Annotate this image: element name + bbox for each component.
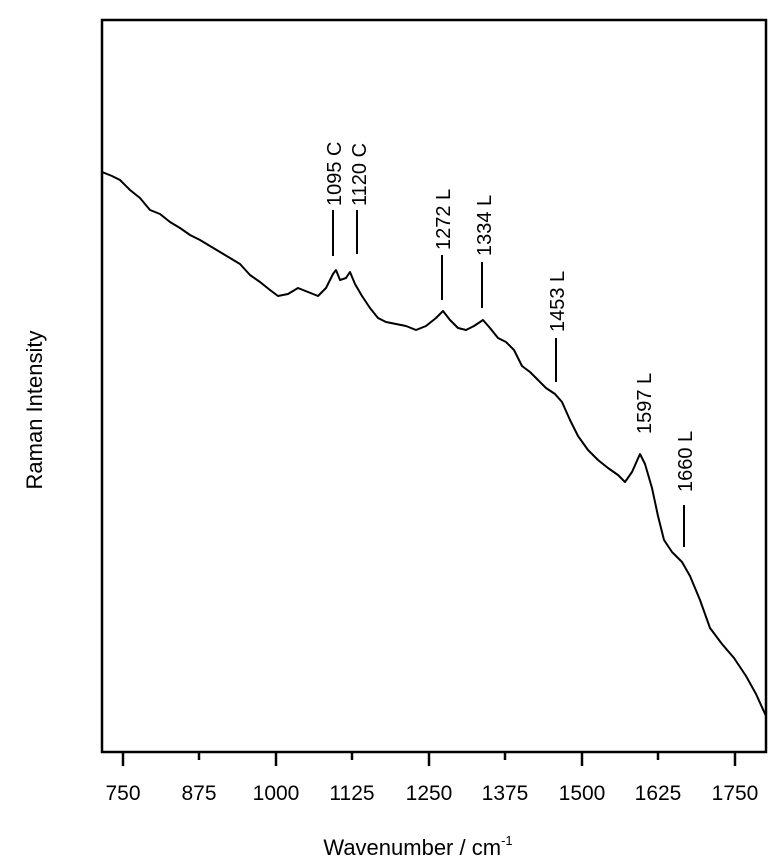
peak-label-1597: 1597 L	[634, 373, 656, 434]
peak-label-1334: 1334 L	[474, 195, 496, 256]
x-axis-ticks	[121, 752, 737, 766]
peak-label-1660: 1660 L	[675, 431, 697, 492]
peak-label-1095: 1095 C	[324, 142, 346, 207]
peak-label-1272: 1272 L	[433, 189, 455, 250]
x-tick-label: 1375	[482, 782, 529, 805]
x-tick-label: 1750	[712, 782, 759, 805]
spectrum-line	[101, 171, 767, 717]
x-tick-label: 1500	[559, 782, 606, 805]
plot-frame	[100, 18, 768, 754]
peak-markers	[332, 210, 685, 547]
peak-label-1453: 1453 L	[547, 271, 569, 332]
x-tick-label: 1125	[329, 782, 374, 805]
x-axis-tick-labels: 750 875 1000 1125 1250 1375 1500 1625 17…	[105, 782, 758, 805]
x-tick-label: 750	[105, 782, 140, 805]
x-tick-label: 1000	[253, 782, 300, 805]
x-tick-label: 875	[181, 782, 216, 805]
x-tick-label: 1625	[635, 782, 682, 805]
peak-label-1120: 1120 C	[349, 143, 371, 206]
x-tick-label: 1250	[406, 782, 453, 805]
x-axis-title: Wavenumber / cm-1	[323, 833, 512, 860]
y-axis-title: Raman Intensity	[22, 331, 47, 490]
